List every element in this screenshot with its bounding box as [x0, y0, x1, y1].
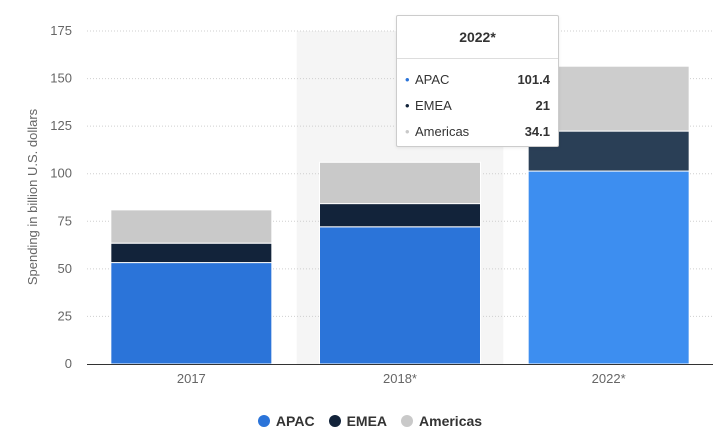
tooltip-row-americas: • Americas 34.1 [397, 119, 558, 145]
y-tick-label: 100 [50, 166, 72, 181]
tooltip-label-emea: EMEA [415, 98, 452, 113]
legend-item-apac[interactable]: APAC [257, 413, 315, 429]
tooltip-dot-emea: • [405, 98, 410, 113]
x-tick-labels: 2017 2018* 2022* [177, 371, 626, 386]
legend-item-americas[interactable]: Americas [401, 413, 482, 429]
bar-apac-0[interactable] [110, 262, 273, 365]
tooltip-label-apac: APAC [415, 72, 450, 87]
bar-apac-1[interactable] [319, 226, 481, 365]
tooltip-label-americas: Americas [415, 124, 470, 139]
y-axis-label: Spending in billion U.S. dollars [25, 108, 40, 285]
x-tick-label: 2017 [177, 371, 206, 386]
bar-americas-0[interactable] [110, 209, 273, 244]
legend-swatch-americas [401, 415, 414, 427]
tooltip-dot-americas: • [405, 124, 410, 139]
tooltip-value-apac: 101.4 [517, 72, 550, 87]
tooltip: 2022* • APAC 101.4 • EMEA 21 • Americas … [396, 15, 559, 147]
legend-swatch-emea [328, 415, 341, 427]
tooltip-value-americas: 34.1 [524, 124, 550, 139]
y-tick-label: 125 [50, 118, 72, 133]
bar-americas-1[interactable] [319, 161, 481, 205]
legend: APAC EMEA Americas [0, 413, 726, 429]
tooltip-row-apac: • APAC 101.4 [397, 67, 558, 93]
x-tick-label: 2018* [383, 371, 417, 386]
tooltip-title: 2022* [397, 16, 558, 59]
y-tick-label: 50 [58, 261, 72, 276]
legend-label-apac: APAC [275, 413, 315, 429]
legend-swatch-apac [257, 415, 270, 427]
legend-item-emea[interactable]: EMEA [328, 413, 388, 429]
tooltip-value-emea: 21 [535, 98, 550, 113]
tooltip-dot-apac: • [405, 72, 410, 87]
y-tick-label: 150 [50, 71, 72, 86]
bar-emea-1[interactable] [319, 203, 481, 228]
legend-label-americas: Americas [419, 413, 483, 429]
x-tick-label: 2022* [592, 371, 626, 386]
bar-emea-0[interactable] [110, 242, 273, 264]
y-tick-label: 75 [58, 213, 72, 228]
tooltip-row-emea: • EMEA 21 [397, 93, 558, 119]
y-tick-label: 175 [50, 23, 72, 38]
y-tick-label: 25 [58, 308, 72, 323]
legend-label-emea: EMEA [346, 413, 388, 429]
y-tick-label: 0 [65, 356, 72, 371]
bar-apac-2[interactable] [527, 170, 690, 365]
y-tick-labels: 0 25 50 75 100 125 150 175 [50, 23, 72, 371]
